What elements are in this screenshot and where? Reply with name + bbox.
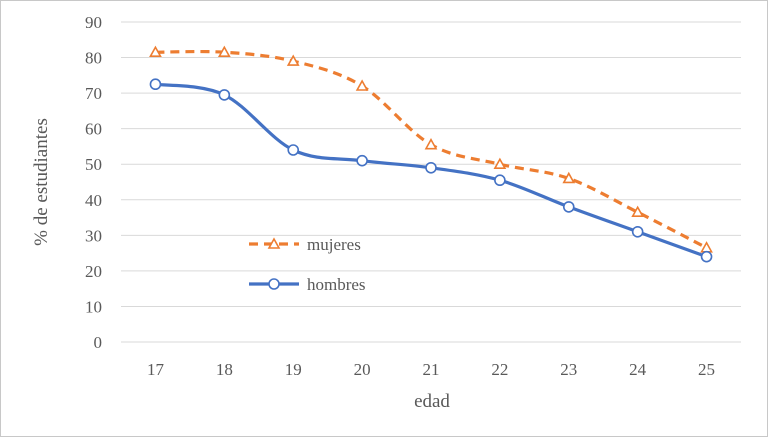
series-layer [149, 45, 713, 263]
series-line [155, 49, 708, 250]
gridlines [121, 21, 741, 343]
data-point [356, 154, 368, 167]
x-tick-label: 24 [629, 360, 647, 379]
data-point [267, 237, 281, 249]
legend: mujeres hombres [249, 235, 366, 294]
data-point [287, 144, 300, 156]
data-point [700, 250, 713, 263]
x-tick-label: 25 [698, 360, 715, 379]
data-point [355, 79, 369, 91]
y-tick-label: 60 [85, 120, 102, 139]
data-point [149, 78, 162, 91]
data-point [631, 225, 644, 238]
data-point [149, 45, 162, 58]
legend-label: mujeres [307, 235, 361, 254]
x-tick-label: 17 [147, 360, 165, 379]
x-tick-label: 18 [216, 360, 233, 379]
data-point [700, 241, 713, 253]
y-axis-title: % de estudiantes [31, 118, 52, 246]
data-point [493, 157, 507, 170]
data-point [286, 54, 300, 66]
data-point [631, 205, 645, 218]
y-tick-label: 20 [85, 262, 102, 281]
data-point [494, 174, 506, 187]
x-tick-label: 21 [423, 360, 440, 379]
data-point [218, 89, 231, 101]
y-tick-label: 0 [94, 333, 103, 352]
series-hombres [149, 78, 713, 263]
y-tick-label: 30 [85, 226, 102, 245]
data-point [425, 161, 437, 174]
x-tick-label: 20 [354, 360, 371, 379]
legend-label: hombres [307, 275, 366, 294]
x-axis-title: edad [414, 391, 450, 412]
data-point [268, 278, 280, 290]
x-axis-ticks: 17 18 19 20 21 22 23 24 25 [147, 360, 715, 379]
x-tick-label: 19 [285, 360, 302, 379]
x-tick-label: 23 [560, 360, 577, 379]
y-tick-label: 10 [85, 297, 102, 316]
data-point [424, 138, 438, 150]
y-tick-label: 50 [85, 155, 102, 174]
x-tick-label: 22 [491, 360, 508, 379]
data-point [562, 201, 575, 213]
y-tick-label: 90 [85, 13, 102, 32]
y-tick-label: 70 [85, 84, 102, 103]
y-tick-label: 40 [85, 191, 102, 210]
data-point [217, 45, 231, 58]
data-point [562, 171, 576, 184]
y-tick-label: 80 [85, 49, 102, 68]
y-axis-ticks: 0 10 20 30 40 50 60 70 80 90 [85, 13, 102, 352]
series-mujeres [149, 45, 713, 253]
